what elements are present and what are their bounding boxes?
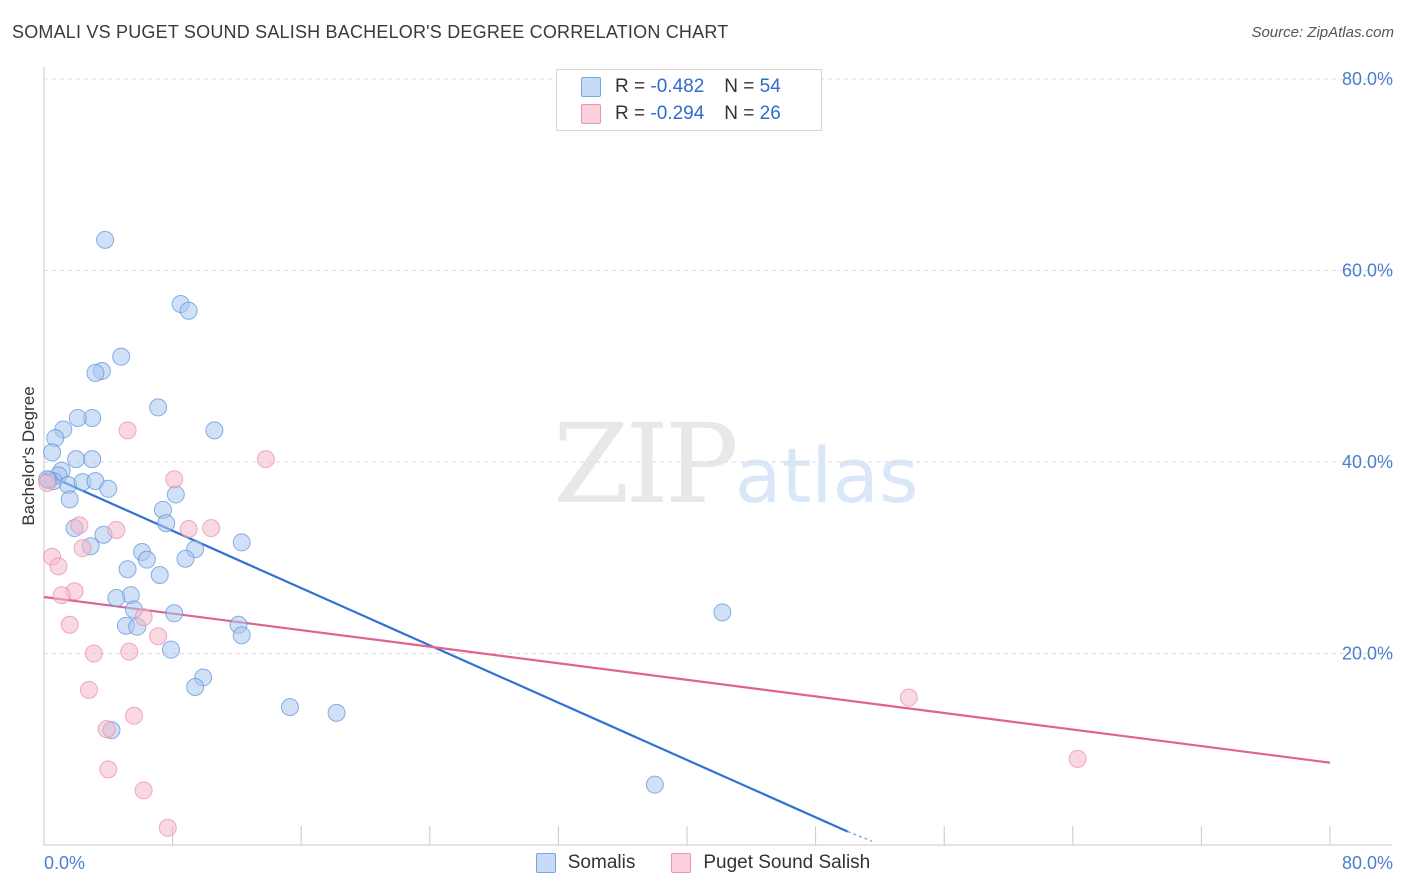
somalis-point [137,550,156,569]
legend-swatch-somalis [581,77,601,97]
series-legend: Somalis Puget Sound Salish [0,852,1406,874]
somalis-point [112,347,131,366]
legend-label-salish: Puget Sound Salish [703,852,871,873]
salish-point [149,627,168,646]
salish-point [99,760,118,779]
somalis-point [232,533,251,552]
somalis-point [327,703,346,722]
salish-point [179,520,198,539]
y-tick-label: 40.0% [1342,452,1393,472]
salish-point [134,608,153,627]
legend-label-somalis: Somalis [567,852,636,873]
somalis-point [176,549,195,568]
y-axis-label: Bachelor's Degree [19,386,38,525]
chart-title: SOMALI VS PUGET SOUND SALISH BACHELOR'S … [12,22,729,42]
legend-r-label: R = [615,103,646,124]
salish-point [97,720,116,739]
salish-point [80,680,99,699]
somalis-point [157,514,176,533]
legend-row-salish: R = -0.294 N = 26 [581,102,781,126]
somalis-point [67,450,86,469]
legend-n-value: 26 [759,103,781,124]
legend-row-somalis: R = -0.482 N = 54 [581,75,781,99]
salish-point [1068,749,1087,768]
source-label: Source: ZipAtlas.com [1251,24,1394,41]
somalis-point [99,479,118,498]
salish-point [899,688,918,707]
somalis-point [83,450,102,469]
x-tick-label: 0.0% [44,853,85,873]
salish-point [84,644,103,663]
salish-point [120,642,139,661]
somalis-point [645,775,664,794]
salish-point [158,818,177,837]
y-tick-label: 80.0% [1342,69,1393,89]
salish-point [202,519,221,538]
somalis-point [86,363,105,382]
somalis-point [118,560,137,579]
salish-point [70,516,89,535]
somalis-point [205,421,224,440]
tick-labels: 80.0% 60.0% 40.0% 20.0% 0.0% 80.0% [44,69,1393,873]
somalis-point [232,626,251,645]
legend-n-label: N = [724,76,755,97]
somalis-point [43,443,62,462]
somalis-point [179,301,198,320]
somalis-point [280,698,299,717]
y-tick-label: 20.0% [1342,644,1393,664]
salish-point [165,470,184,489]
salish-point [107,520,126,539]
salish-point [52,586,71,605]
somalis-point [713,603,732,622]
somalis-point [161,640,180,659]
stats-legend: R = -0.482 N = 54 R = -0.294 N = 26 [556,69,822,131]
salish-point [73,539,92,558]
legend-r-value: -0.482 [650,76,705,97]
watermark-atlas: atlas [734,431,919,520]
salish-point [134,781,153,800]
y-tick-label: 60.0% [1342,261,1393,281]
legend-item-salish[interactable]: Puget Sound Salish [671,852,870,874]
data-points [38,230,1087,837]
somalis-point [149,398,168,417]
legend-swatch-salish [671,853,692,873]
somalis-point [165,604,184,623]
legend-swatch-somalis [535,853,556,873]
somalis-point [107,588,126,607]
somalis-point [166,485,185,504]
legend-n-label: N = [724,103,755,124]
legend-item-somalis[interactable]: Somalis [535,852,636,874]
somalis-point [60,490,79,509]
somalis-trend-line [43,472,849,833]
grid-lines [44,78,1392,654]
watermark-zip: ZIP [553,400,739,528]
salish-point [38,474,57,493]
salish-point [256,450,275,469]
somalis-point [68,408,87,427]
somalis-point [96,230,115,249]
salish-point [125,706,144,725]
somalis-trend-extension [847,830,873,842]
legend-n-value: 54 [759,76,781,97]
legend-r-value: -0.294 [650,103,705,124]
salish-trend-line [43,595,1331,764]
salish-point [118,421,137,440]
x-tick-label: 80.0% [1342,853,1393,873]
somalis-point [186,678,205,697]
legend-swatch-salish [581,104,601,124]
salish-point [60,615,79,634]
axes [43,67,1392,846]
salish-point [49,557,68,576]
legend-r-label: R = [615,76,646,97]
watermark: ZIPatlas [553,400,919,528]
somalis-point [150,565,169,584]
trend-lines [43,472,1331,842]
